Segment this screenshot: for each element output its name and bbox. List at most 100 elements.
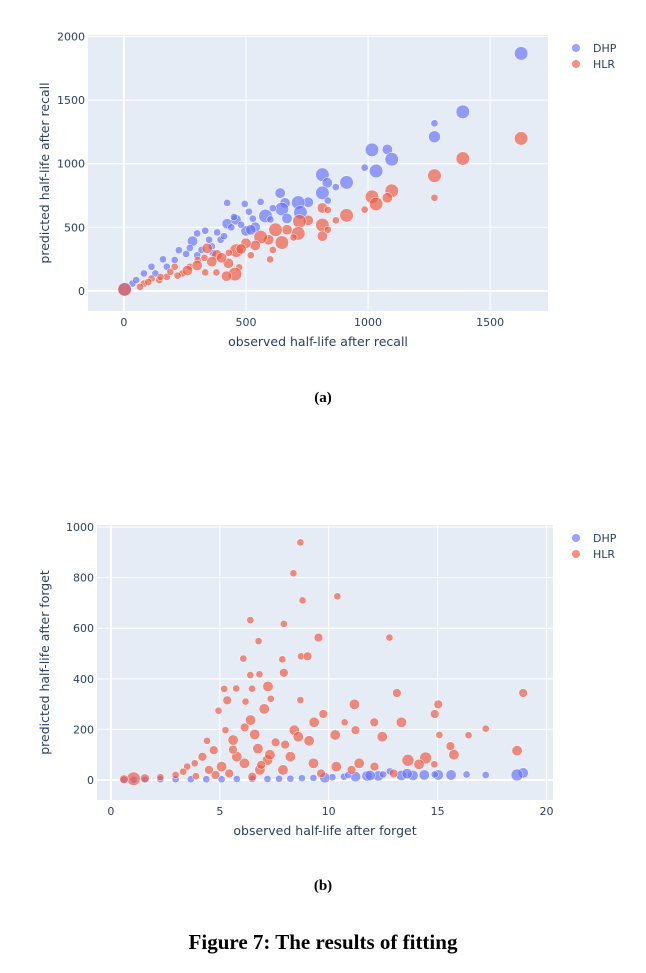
data-point-dhp <box>481 771 490 779</box>
x-tick-label: 0 <box>120 316 127 329</box>
data-point-hlr <box>323 225 332 234</box>
data-point-hlr <box>296 696 305 704</box>
data-point-hlr <box>302 651 313 661</box>
data-point-hlr <box>270 737 281 747</box>
data-point-hlr <box>190 759 199 768</box>
data-point-hlr <box>249 729 261 740</box>
data-point-hlr <box>264 749 276 761</box>
data-point-hlr <box>433 699 443 710</box>
legend-label-dhp: DHP <box>593 42 617 55</box>
data-point-hlr <box>376 731 388 743</box>
data-point-hlr <box>413 758 425 770</box>
series-hlr <box>119 538 528 786</box>
legend-marker-dhp <box>572 44 580 52</box>
data-point-hlr <box>140 773 150 783</box>
data-point-dhp <box>339 175 354 190</box>
data-point-hlr <box>249 240 261 251</box>
data-point-hlr <box>246 616 255 624</box>
data-point-hlr <box>360 205 369 214</box>
data-point-dhp <box>201 226 210 235</box>
data-point-dhp <box>281 212 293 224</box>
y-tick-label: 0 <box>78 285 85 298</box>
data-point-dhp <box>245 207 253 216</box>
data-point-hlr <box>518 688 528 698</box>
data-point-dhp <box>230 213 238 221</box>
x-tick-label: 1000 <box>354 316 382 329</box>
subfigure-b-caption: (b) <box>313 878 333 894</box>
data-point-dhp <box>232 775 241 783</box>
data-point-hlr <box>222 695 232 705</box>
data-point-hlr <box>170 262 179 271</box>
y-axis-title: predicted half-life after forget <box>37 570 52 755</box>
data-point-hlr <box>281 224 293 236</box>
data-point-hlr <box>191 260 203 271</box>
data-point-hlr <box>212 268 221 277</box>
data-point-dhp <box>245 224 257 236</box>
data-point-hlr <box>369 761 380 772</box>
data-point-hlr <box>266 694 275 703</box>
x-axis-title: observed half-life after forget <box>233 823 416 838</box>
data-point-dhp <box>263 775 272 783</box>
series-dhp <box>117 46 529 296</box>
y-tick-label: 2000 <box>57 31 85 44</box>
data-point-hlr <box>427 168 442 183</box>
data-point-hlr <box>210 770 221 780</box>
data-point-hlr <box>246 671 255 679</box>
data-point-hlr <box>256 760 266 770</box>
data-point-dhp <box>268 204 277 213</box>
data-point-hlr <box>316 230 328 242</box>
data-point-hlr <box>201 268 210 277</box>
data-point-dhp <box>364 770 376 781</box>
data-point-hlr <box>316 768 326 779</box>
data-point-hlr <box>385 633 394 642</box>
series-hlr <box>117 131 529 297</box>
data-point-hlr <box>221 726 230 735</box>
data-point-dhp <box>430 119 439 128</box>
x-tick-label: 5 <box>216 805 223 818</box>
data-point-hlr <box>350 725 361 735</box>
data-point-dhp <box>286 774 295 783</box>
data-point-dhp <box>510 768 524 782</box>
data-point-hlr <box>227 734 239 746</box>
x-axis-title: observed half-life after recall <box>228 334 408 349</box>
data-point-hlr <box>192 772 200 781</box>
data-point-dhp <box>274 187 286 199</box>
data-point-hlr <box>445 741 456 751</box>
data-point-hlr <box>248 684 256 693</box>
data-point-dhp <box>384 152 399 167</box>
data-point-hlr <box>220 270 232 282</box>
data-point-hlr <box>381 192 393 204</box>
data-point-dhp <box>298 774 306 783</box>
y-tick-label: 600 <box>73 622 94 635</box>
data-point-dhp <box>220 232 228 241</box>
data-point-dhp <box>369 163 384 179</box>
data-point-dhp <box>364 142 380 157</box>
y-tick-label: 1000 <box>66 521 94 534</box>
data-point-dhp <box>182 250 191 258</box>
data-point-hlr <box>323 206 332 214</box>
data-point-dhp <box>266 215 275 224</box>
data-point-hlr <box>340 718 349 727</box>
data-point-hlr <box>348 698 360 710</box>
data-point-dhp <box>430 770 439 779</box>
data-point-hlr <box>204 765 214 775</box>
data-point-hlr <box>203 736 211 745</box>
data-point-hlr <box>331 216 340 225</box>
data-point-hlr <box>224 768 234 779</box>
data-point-hlr <box>455 151 470 166</box>
data-point-hlr <box>430 760 439 769</box>
data-point-hlr <box>225 248 233 257</box>
data-point-dhp <box>360 163 369 172</box>
data-point-hlr <box>220 685 229 693</box>
data-point-dhp <box>237 220 245 229</box>
legend-marker-hlr <box>572 60 580 68</box>
y-axis-title: predicted half-life after recall <box>37 82 52 263</box>
data-point-hlr <box>173 271 182 280</box>
data-point-hlr <box>247 772 257 782</box>
data-point-hlr <box>214 706 223 715</box>
data-point-hlr <box>136 282 144 291</box>
data-point-hlr <box>144 278 153 286</box>
data-point-dhp <box>323 196 332 205</box>
legend-marker-hlr <box>572 550 580 558</box>
